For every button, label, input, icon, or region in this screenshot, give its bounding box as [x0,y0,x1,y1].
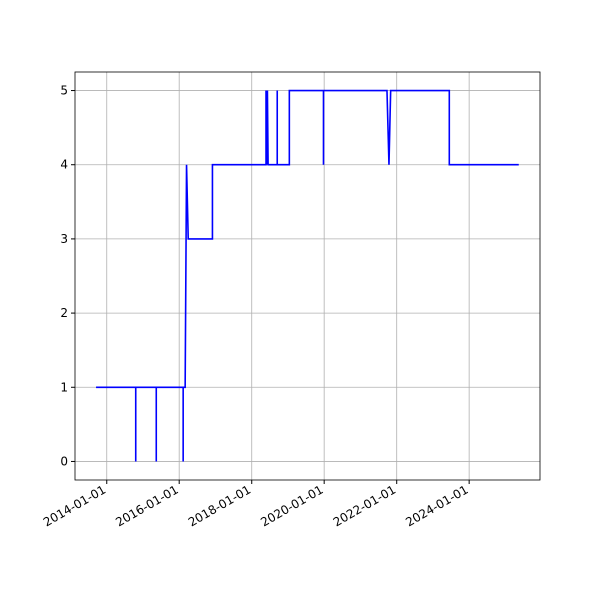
y-tick-label: 5 [60,84,68,98]
y-tick-label: 0 [60,454,68,468]
x-tick-label: 2024-01-01 [403,482,470,529]
y-tick-label: 4 [60,158,68,172]
x-tick-label: 2016-01-01 [113,482,180,529]
y-tick-label: 2 [60,306,68,320]
x-tick-label: 2018-01-01 [186,482,253,529]
data-line [96,89,519,462]
plot-frame [74,71,541,481]
x-tick-label: 2014-01-01 [41,482,108,529]
y-tick-label: 3 [60,232,68,246]
y-tick-label: 1 [60,380,68,394]
x-tick-label: 2022-01-01 [331,482,398,529]
x-tick-label: 2020-01-01 [258,482,325,529]
